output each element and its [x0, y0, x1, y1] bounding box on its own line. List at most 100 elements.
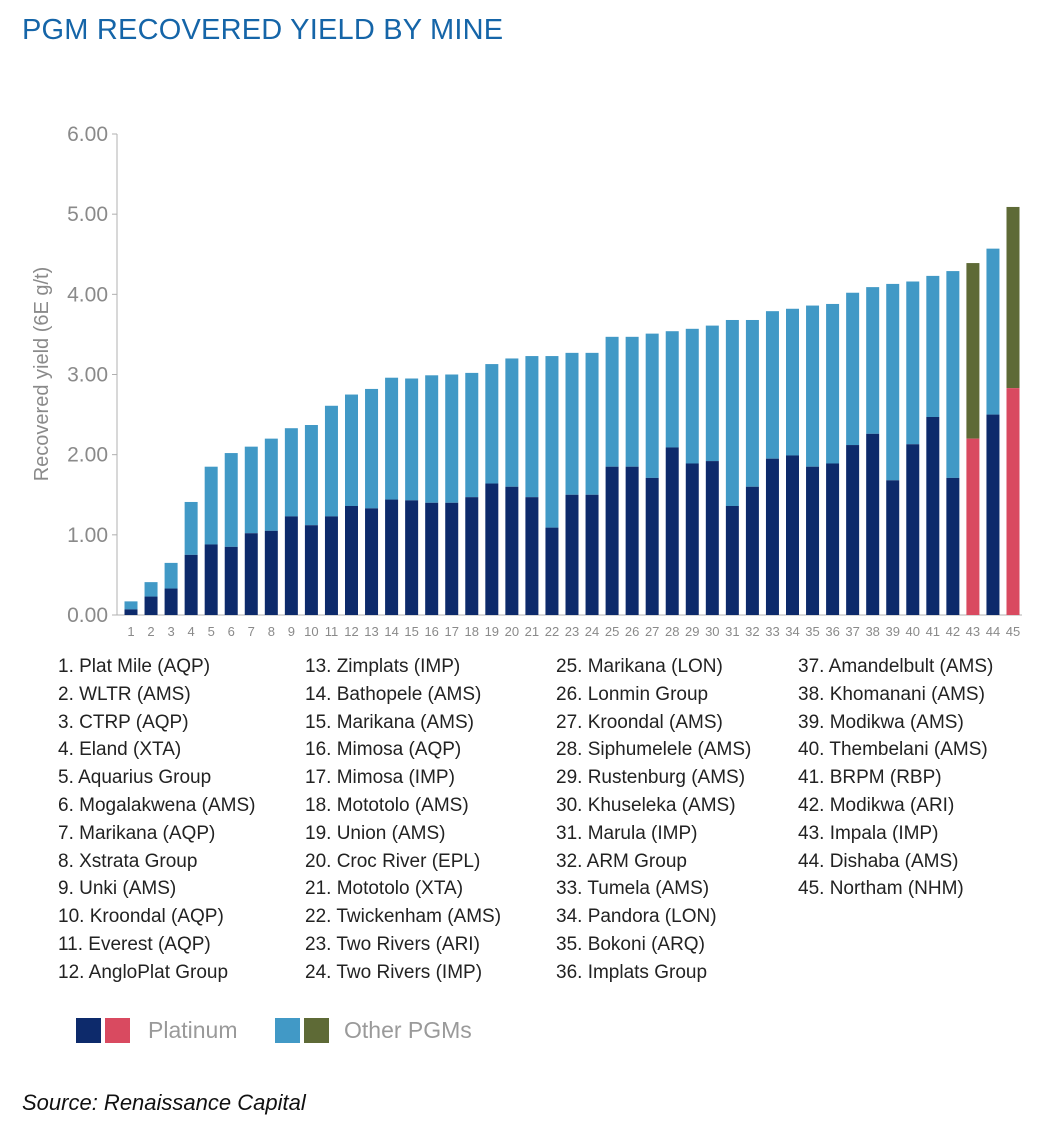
mine-key-item: 8. Xstrata Group [58, 850, 198, 872]
bar-other-pgms-10 [304, 425, 318, 526]
mine-key-list: 1. Plat Mile (AQP) 2. WLTR (AMS) 3. CTRP (… [58, 656, 1048, 996]
bar-other-pgms-39 [886, 283, 900, 481]
mine-key-item: 4. Eland (XTA) [58, 739, 182, 761]
mine-key-item: 34. Pandora (LON) [556, 906, 717, 928]
bar-platinum-30 [705, 461, 719, 615]
mine-key-item: 24. Two Rivers (IMP) [305, 961, 483, 983]
bar-platinum-36 [826, 463, 840, 615]
bar-platinum-4 [184, 554, 198, 615]
bar-platinum-39 [886, 480, 900, 615]
x-tick-label: 17 [444, 624, 458, 639]
mine-key-item: 15. Marikana (AMS) [305, 711, 474, 733]
x-tick-label: 40 [906, 624, 920, 639]
chart-bars [124, 206, 1020, 615]
mine-key-item: 12. AngloPlat Group [58, 961, 229, 983]
bar-platinum-28 [665, 447, 679, 615]
bar-platinum-38 [866, 433, 880, 615]
bar-other-pgms-9 [284, 428, 298, 517]
mine-key-item: 25. Marikana (LON) [556, 656, 723, 677]
mine-key-item: 6. Mogalakwena (AMS) [58, 795, 256, 816]
bar-other-pgms-40 [906, 281, 920, 445]
bar-other-pgms-44 [986, 248, 1000, 415]
bar-other-pgms-38 [866, 287, 880, 434]
mine-key-item: 20. Croc River (EPL) [305, 850, 481, 872]
bar-platinum-1 [124, 609, 138, 615]
x-tick-label: 45 [1006, 624, 1020, 639]
bar-platinum-13 [365, 508, 379, 615]
bar-platinum-19 [485, 483, 499, 615]
x-tick-label: 2 [147, 624, 154, 639]
y-tick-label: 4.00 [67, 283, 108, 306]
x-tick-label: 39 [885, 624, 899, 639]
source-note: Source: Renaissance Capital [22, 1090, 306, 1115]
legend-swatch-platinum-primary [76, 1018, 101, 1043]
x-tick-label: 34 [785, 624, 799, 639]
x-tick-label: 24 [585, 624, 599, 639]
bar-other-pgms-22 [545, 356, 559, 528]
y-tick-label: 5.00 [67, 203, 108, 226]
mine-key-item: 29. Rustenburg (AMS) [556, 767, 746, 789]
mine-key-item: 45. Northam (NHM) [798, 878, 964, 900]
x-tick-label: 27 [645, 624, 659, 639]
y-axis-label: Recovered yield (6E g/t) [31, 267, 53, 482]
mine-key-item: 40. Thembelani (AMS) [798, 739, 988, 761]
bar-platinum-26 [625, 466, 639, 615]
bar-platinum-29 [685, 463, 699, 615]
bar-platinum-25 [605, 466, 619, 615]
mine-key-item: 35. Bokoni (ARQ) [556, 934, 705, 955]
mine-key-item: 41. BRPM (RBP) [798, 767, 942, 789]
mine-key-item: 43. Impala (IMP) [798, 822, 939, 844]
bar-platinum-9 [284, 516, 298, 615]
bar-platinum-41 [926, 416, 940, 615]
mine-key-item: 26. Lonmin Group [556, 683, 709, 705]
bar-other-pgms-29 [685, 328, 699, 464]
bar-other-pgms-33 [765, 311, 779, 459]
mine-key-item: 7. Marikana (AQP) [58, 822, 216, 844]
y-tick-label: 1.00 [67, 524, 108, 547]
chart-title: PGM RECOVERED YIELD BY MINE [22, 14, 504, 46]
x-tick-label: 10 [304, 624, 318, 639]
bar-other-pgms-11 [324, 405, 338, 517]
bar-other-pgms-7 [244, 446, 258, 534]
bar-platinum-15 [405, 500, 419, 615]
x-tick-label: 14 [384, 624, 398, 639]
bar-platinum-11 [324, 516, 338, 615]
x-tick-labels: 1 2 3 4 5 6 7 8 9 10 11 12 13 14 15 16 17 18 19 20 21 22 23 24 2… [127, 624, 1020, 639]
bar-platinum-3 [164, 588, 178, 615]
x-tick-label: 18 [465, 624, 479, 639]
x-tick-label: 22 [545, 624, 559, 639]
x-tick-label: 30 [705, 624, 719, 639]
x-tick-label: 11 [325, 624, 339, 639]
mine-key-item: 1. Plat Mile (AQP) [58, 656, 211, 677]
x-tick-label: 16 [424, 624, 438, 639]
bar-platinum-34 [786, 455, 799, 615]
x-tick-label: 36 [825, 624, 839, 639]
y-tick-label: 2.00 [67, 444, 108, 467]
bar-platinum-2 [144, 596, 158, 615]
bar-platinum-44 [986, 414, 1000, 615]
bar-other-pgms-42 [946, 271, 960, 478]
mine-key-item: 16. Mimosa (AQP) [305, 739, 462, 761]
x-tick-label: 4 [188, 624, 195, 639]
bar-other-pgms-36 [826, 303, 840, 464]
mine-key-item: 9. Unki (AMS) [58, 878, 177, 900]
bar-platinum-37 [846, 445, 860, 615]
bar-platinum-14 [385, 499, 399, 615]
x-tick-label: 21 [525, 624, 539, 639]
mine-key-item: 38. Khomanani (AMS) [798, 683, 985, 705]
bar-platinum-27 [645, 477, 659, 615]
bar-platinum-5 [204, 544, 218, 615]
mine-key-item: 31. Marula (IMP) [556, 822, 698, 844]
mine-key-item: 28. Siphumelele (AMS) [556, 739, 752, 761]
x-tick-label: 26 [625, 624, 639, 639]
bar-platinum-31 [725, 505, 739, 615]
legend-swatch-other-highlight [304, 1018, 329, 1043]
bar-other-pgms-16 [425, 375, 439, 503]
mine-key-item: 3. CTRP (AQP) [58, 711, 189, 733]
x-tick-label: 25 [605, 624, 619, 639]
bar-other-pgms-20 [505, 358, 519, 487]
bar-other-pgms-32 [745, 319, 759, 487]
x-tick-label: 43 [966, 624, 980, 639]
x-tick-label: 20 [505, 624, 519, 639]
mine-key-item: 19. Union (AMS) [305, 822, 446, 844]
